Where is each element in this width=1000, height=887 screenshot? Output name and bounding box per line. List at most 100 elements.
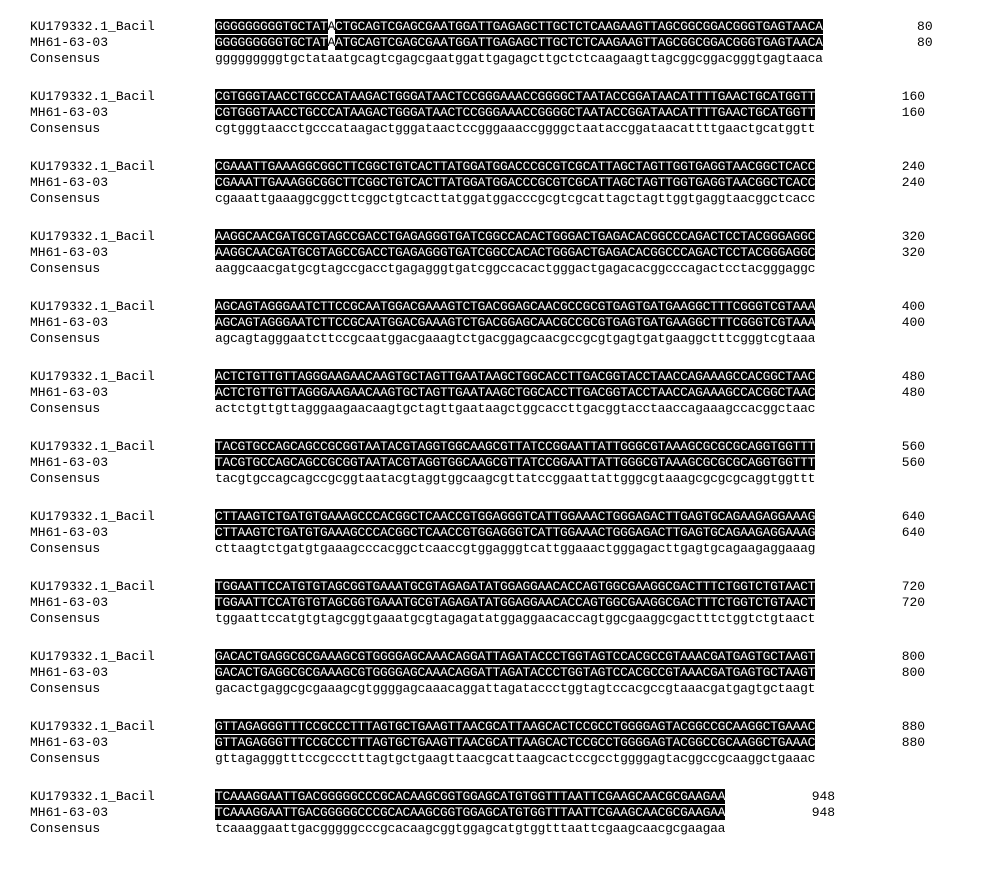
sequence-label: KU179332.1_Bacil: [30, 790, 215, 805]
sequence-text: CGAAATTGAAAGGCGGCTTCGGCTGTCACTTATGGATGGA…: [215, 160, 815, 175]
sequence-row-a: KU179332.1_BacilGGGGGGGGGTGCTATACTGCAGTC…: [30, 20, 970, 36]
sequence-text: CGTGGGTAACCTGCCCATAAGACTGGGATAACTCCGGGAA…: [215, 106, 815, 121]
sequence-row-a: KU179332.1_BacilTACGTGCCAGCAGCCGCGGTAATA…: [30, 440, 970, 456]
sequence-row-a: KU179332.1_BacilCGAAATTGAAAGGCGGCTTCGGCT…: [30, 160, 970, 176]
sequence-end-position: 640: [815, 526, 925, 541]
sequence-end-position: 160: [815, 90, 925, 105]
sequence-label: MH61-63-03: [30, 456, 215, 471]
alignment-block: KU179332.1_BacilGACACTGAGGCGCGAAAGCGTGGG…: [30, 650, 970, 698]
alignment-block: KU179332.1_BacilCGAAATTGAAAGGCGGCTTCGGCT…: [30, 160, 970, 208]
sequence-label: MH61-63-03: [30, 386, 215, 401]
sequence-label: KU179332.1_Bacil: [30, 90, 215, 105]
consensus-label: Consensus: [30, 122, 215, 137]
consensus-label: Consensus: [30, 612, 215, 627]
consensus-row: Consensustcaaaggaattgacgggggcccgcacaagcg…: [30, 822, 970, 838]
consensus-row: Consensuscgaaattgaaaggcggcttcggctgtcactt…: [30, 192, 970, 208]
consensus-label: Consensus: [30, 262, 215, 277]
consensus-text: actctgttgttagggaagaacaagtgctagttgaataagc…: [215, 402, 815, 417]
alignment-block: KU179332.1_BacilCTTAAGTCTGATGTGAAAGCCCAC…: [30, 510, 970, 558]
sequence-end-position: 720: [815, 580, 925, 595]
sequence-row-a: KU179332.1_BacilCGTGGGTAACCTGCCCATAAGACT…: [30, 90, 970, 106]
consensus-label: Consensus: [30, 472, 215, 487]
consensus-row: Consensusgacactgaggcgcgaaagcgtggggagcaaa…: [30, 682, 970, 698]
sequence-end-position: 160: [815, 106, 925, 121]
consensus-text: cgaaattgaaaggcggcttcggctgtcacttatggatgga…: [215, 192, 815, 207]
sequence-label: KU179332.1_Bacil: [30, 230, 215, 245]
sequence-end-position: 800: [815, 650, 925, 665]
alignment-block: KU179332.1_BacilTCAAAGGAATTGACGGGGGCCCGC…: [30, 790, 970, 838]
sequence-text: TGGAATTCCATGTGTAGCGGTGAAATGCGTAGAGATATGG…: [215, 580, 815, 595]
consensus-text: gacactgaggcgcgaaagcgtggggagcaaacaggattag…: [215, 682, 815, 697]
sequence-label: KU179332.1_Bacil: [30, 650, 215, 665]
sequence-row-b: MH61-63-03CGTGGGTAACCTGCCCATAAGACTGGGATA…: [30, 106, 970, 122]
sequence-text: AGCAGTAGGGAATCTTCCGCAATGGACGAAAGTCTGACGG…: [215, 300, 815, 315]
sequence-text: ACTCTGTTGTTAGGGAAGAACAAGTGCTAGTTGAATAAGC…: [215, 370, 815, 385]
alignment-block: KU179332.1_BacilGTTAGAGGGTTTCCGCCCTTTAGT…: [30, 720, 970, 768]
sequence-label: MH61-63-03: [30, 176, 215, 191]
consensus-text: tggaattccatgtgtagcggtgaaatgcgtagagatatgg…: [215, 612, 815, 627]
sequence-text: CGTGGGTAACCTGCCCATAAGACTGGGATAACTCCGGGAA…: [215, 90, 815, 105]
sequence-end-position: 80: [823, 36, 933, 51]
sequence-text: CTTAAGTCTGATGTGAAAGCCCACGGCTCAACCGTGGAGG…: [215, 526, 815, 541]
sequence-end-position: 240: [815, 176, 925, 191]
sequence-row-b: MH61-63-03TACGTGCCAGCAGCCGCGGTAATACGTAGG…: [30, 456, 970, 472]
sequence-text: CGAAATTGAAAGGCGGCTTCGGCTGTCACTTATGGATGGA…: [215, 176, 815, 191]
sequence-text: ACTCTGTTGTTAGGGAAGAACAAGTGCTAGTTGAATAAGC…: [215, 386, 815, 401]
consensus-row: Consensustacgtgccagcagccgcggtaatacgtaggt…: [30, 472, 970, 488]
consensus-row: Consensusgttagagggtttccgccctttagtgctgaag…: [30, 752, 970, 768]
sequence-label: KU179332.1_Bacil: [30, 440, 215, 455]
sequence-end-position: 320: [815, 230, 925, 245]
sequence-row-b: MH61-63-03GTTAGAGGGTTTCCGCCCTTTAGTGCTGAA…: [30, 736, 970, 752]
alignment-block: KU179332.1_BacilTACGTGCCAGCAGCCGCGGTAATA…: [30, 440, 970, 488]
sequence-row-a: KU179332.1_BacilGACACTGAGGCGCGAAAGCGTGGG…: [30, 650, 970, 666]
sequence-end-position: 240: [815, 160, 925, 175]
sequence-text: GGGGGGGGGTGCTATAATGCAGTCGAGCGAATGGATTGAG…: [215, 36, 823, 51]
alignment-block: KU179332.1_BacilAAGGCAACGATGCGTAGCCGACCT…: [30, 230, 970, 278]
alignment-block: KU179332.1_BacilACTCTGTTGTTAGGGAAGAACAAG…: [30, 370, 970, 418]
sequence-end-position: 880: [815, 720, 925, 735]
sequence-label: KU179332.1_Bacil: [30, 370, 215, 385]
sequence-row-b: MH61-63-03GACACTGAGGCGCGAAAGCGTGGGGAGCAA…: [30, 666, 970, 682]
consensus-label: Consensus: [30, 682, 215, 697]
consensus-row: Consensusaaggcaacgatgcgtagccgacctgagaggg…: [30, 262, 970, 278]
sequence-text: CTTAAGTCTGATGTGAAAGCCCACGGCTCAACCGTGGAGG…: [215, 510, 815, 525]
consensus-label: Consensus: [30, 52, 215, 67]
sequence-label: MH61-63-03: [30, 36, 215, 51]
sequence-end-position: 560: [815, 440, 925, 455]
consensus-row: Consensusgggggggggtgctataatgcagtcgagcgaa…: [30, 52, 970, 68]
sequence-label: MH61-63-03: [30, 106, 215, 121]
sequence-row-a: KU179332.1_BacilACTCTGTTGTTAGGGAAGAACAAG…: [30, 370, 970, 386]
alignment-block: KU179332.1_BacilCGTGGGTAACCTGCCCATAAGACT…: [30, 90, 970, 138]
consensus-label: Consensus: [30, 822, 215, 837]
sequence-end-position: 400: [815, 300, 925, 315]
sequence-row-b: MH61-63-03GGGGGGGGGTGCTATAATGCAGTCGAGCGA…: [30, 36, 970, 52]
sequence-end-position: 800: [815, 666, 925, 681]
sequence-text: GACACTGAGGCGCGAAAGCGTGGGGAGCAAACAGGATTAG…: [215, 650, 815, 665]
sequence-end-position: 400: [815, 316, 925, 331]
sequence-text: TACGTGCCAGCAGCCGCGGTAATACGTAGGTGGCAAGCGT…: [215, 440, 815, 455]
sequence-label: KU179332.1_Bacil: [30, 580, 215, 595]
consensus-text: gggggggggtgctataatgcagtcgagcgaatggattgag…: [215, 52, 823, 67]
consensus-text: cgtgggtaacctgcccataagactgggataactccgggaa…: [215, 122, 815, 137]
sequence-label: KU179332.1_Bacil: [30, 300, 215, 315]
sequence-end-position: 880: [815, 736, 925, 751]
consensus-text: cttaagtctgatgtgaaagcccacggctcaaccgtggagg…: [215, 542, 815, 557]
sequence-end-position: 480: [815, 370, 925, 385]
consensus-row: Consensustggaattccatgtgtagcggtgaaatgcgta…: [30, 612, 970, 628]
sequence-row-a: KU179332.1_BacilGTTAGAGGGTTTCCGCCCTTTAGT…: [30, 720, 970, 736]
sequence-text: GTTAGAGGGTTTCCGCCCTTTAGTGCTGAAGTTAACGCAT…: [215, 736, 815, 751]
alignment-block: KU179332.1_BacilAGCAGTAGGGAATCTTCCGCAATG…: [30, 300, 970, 348]
sequence-end-position: 640: [815, 510, 925, 525]
consensus-label: Consensus: [30, 192, 215, 207]
sequence-row-a: KU179332.1_BacilTCAAAGGAATTGACGGGGGCCCGC…: [30, 790, 970, 806]
sequence-row-b: MH61-63-03AAGGCAACGATGCGTAGCCGACCTGAGAGG…: [30, 246, 970, 262]
sequence-label: MH61-63-03: [30, 596, 215, 611]
sequence-text: TCAAAGGAATTGACGGGGGCCCGCACAAGCGGTGGAGCAT…: [215, 790, 725, 805]
consensus-text: tacgtgccagcagccgcggtaatacgtaggtggcaagcgt…: [215, 472, 815, 487]
sequence-row-b: MH61-63-03ACTCTGTTGTTAGGGAAGAACAAGTGCTAG…: [30, 386, 970, 402]
consensus-text: tcaaaggaattgacgggggcccgcacaagcggtggagcat…: [215, 822, 725, 837]
sequence-row-a: KU179332.1_BacilTGGAATTCCATGTGTAGCGGTGAA…: [30, 580, 970, 596]
consensus-row: Consensuscttaagtctgatgtgaaagcccacggctcaa…: [30, 542, 970, 558]
consensus-text: aaggcaacgatgcgtagccgacctgagagggtgatcggcc…: [215, 262, 815, 277]
alignment-block: KU179332.1_BacilTGGAATTCCATGTGTAGCGGTGAA…: [30, 580, 970, 628]
